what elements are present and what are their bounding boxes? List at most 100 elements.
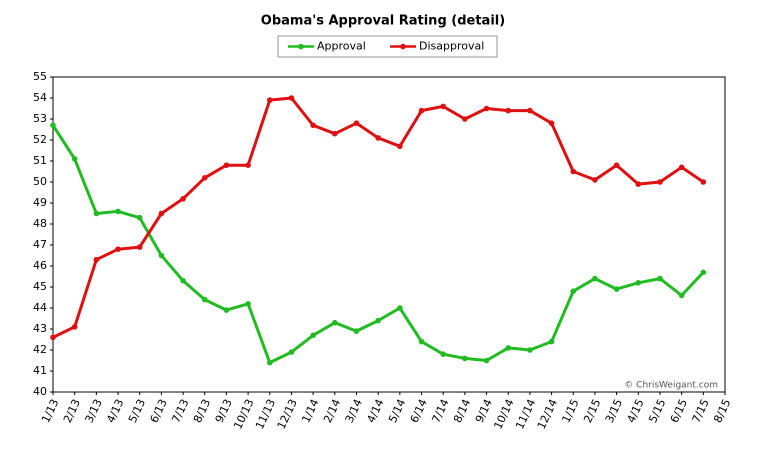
point — [483, 357, 490, 364]
y-tick-label: 44 — [33, 301, 47, 314]
point — [592, 177, 598, 183]
legend-box — [277, 35, 498, 58]
point — [158, 210, 165, 217]
point — [418, 338, 425, 345]
x-tick-label: 3/15 — [603, 397, 625, 425]
point — [93, 210, 100, 217]
point — [375, 317, 381, 324]
point — [397, 305, 403, 311]
x-tick-label: 8/14 — [451, 397, 473, 425]
point — [201, 296, 208, 303]
x-tick-label: 5/14 — [386, 397, 408, 425]
point — [201, 175, 208, 181]
point — [657, 179, 663, 185]
x-tick-label: 5/13 — [126, 397, 148, 425]
point — [700, 179, 707, 185]
x-tick-label: 1/15 — [559, 397, 581, 425]
x-tick-label: 5/15 — [646, 397, 668, 425]
x-tick-label: 8/15 — [711, 397, 733, 425]
point — [50, 122, 56, 129]
point — [332, 319, 338, 326]
y-tick-label: 43 — [33, 322, 47, 335]
x-tick-label: 2/13 — [61, 397, 83, 425]
y-tick-label: 53 — [33, 112, 47, 125]
x-tick-label: 8/13 — [191, 397, 213, 425]
x-tick-label: 3/13 — [83, 397, 105, 425]
point — [527, 107, 533, 114]
legend-label: Disapproval — [419, 40, 484, 53]
point — [440, 103, 446, 110]
legend-dot — [298, 43, 304, 50]
y-tick-label: 52 — [33, 133, 47, 146]
point — [397, 143, 403, 150]
point — [613, 162, 620, 168]
y-tick-label: 41 — [33, 364, 47, 377]
point — [418, 107, 425, 114]
point — [310, 332, 316, 339]
point — [635, 280, 642, 286]
legend-label: Approval — [317, 40, 366, 53]
y-tick-label: 42 — [33, 343, 47, 356]
y-tick-label: 50 — [33, 175, 47, 188]
point — [332, 130, 338, 137]
point — [266, 359, 273, 366]
x-tick-label: 2/14 — [321, 397, 343, 425]
point — [310, 122, 316, 129]
point — [548, 338, 555, 345]
y-tick-label: 49 — [33, 196, 47, 209]
point — [548, 120, 555, 126]
x-tick-label: 12/13 — [275, 397, 300, 431]
y-tick-label: 51 — [33, 154, 47, 167]
point — [71, 156, 78, 162]
point — [657, 275, 663, 282]
point — [570, 168, 577, 175]
point — [483, 105, 490, 112]
point — [678, 164, 685, 171]
y-tick-label: 46 — [33, 259, 47, 272]
point — [93, 256, 100, 263]
point — [115, 246, 121, 252]
x-tick-label: 9/13 — [213, 397, 235, 425]
point — [635, 181, 642, 187]
point — [288, 349, 295, 355]
point — [158, 252, 165, 259]
x-tick-label: 7/14 — [429, 397, 451, 425]
point — [462, 355, 468, 362]
point — [115, 208, 121, 215]
x-tick-label: 7/15 — [690, 397, 712, 425]
point — [440, 351, 446, 358]
legend-dot — [400, 43, 406, 50]
chart-title: Obama's Approval Rating (detail) — [261, 14, 505, 29]
series-line — [51, 124, 705, 365]
x-tick-label: 4/13 — [104, 397, 126, 425]
y-tick-label: 54 — [33, 91, 47, 104]
y-tick-label: 47 — [33, 238, 47, 251]
point — [223, 162, 230, 168]
point — [71, 324, 78, 330]
x-tick-label: 2/15 — [581, 397, 603, 425]
point — [180, 277, 186, 284]
y-tick-label: 48 — [33, 217, 47, 230]
point — [180, 196, 186, 202]
point — [505, 345, 512, 351]
x-tick-label: 6/14 — [408, 397, 430, 425]
point — [353, 328, 360, 334]
x-tick-label: 1/13 — [39, 397, 61, 425]
point — [375, 135, 381, 141]
point — [700, 269, 707, 276]
plot-frame — [52, 76, 726, 393]
x-tick-label: 4/15 — [625, 397, 647, 425]
x-tick-label: 12/14 — [535, 397, 560, 431]
point — [288, 95, 295, 101]
point — [223, 307, 230, 313]
x-tick-label: 7/13 — [169, 397, 191, 425]
x-tick-label: 4/14 — [364, 397, 386, 425]
x-tick-label: 1/14 — [299, 397, 321, 425]
credit: © ChrisWeigant.com — [624, 381, 718, 391]
point — [266, 97, 273, 103]
x-tick-label: 6/13 — [148, 397, 170, 425]
x-tick-label: 6/15 — [668, 397, 690, 425]
point — [353, 120, 360, 126]
point — [505, 107, 512, 114]
point — [527, 347, 533, 353]
